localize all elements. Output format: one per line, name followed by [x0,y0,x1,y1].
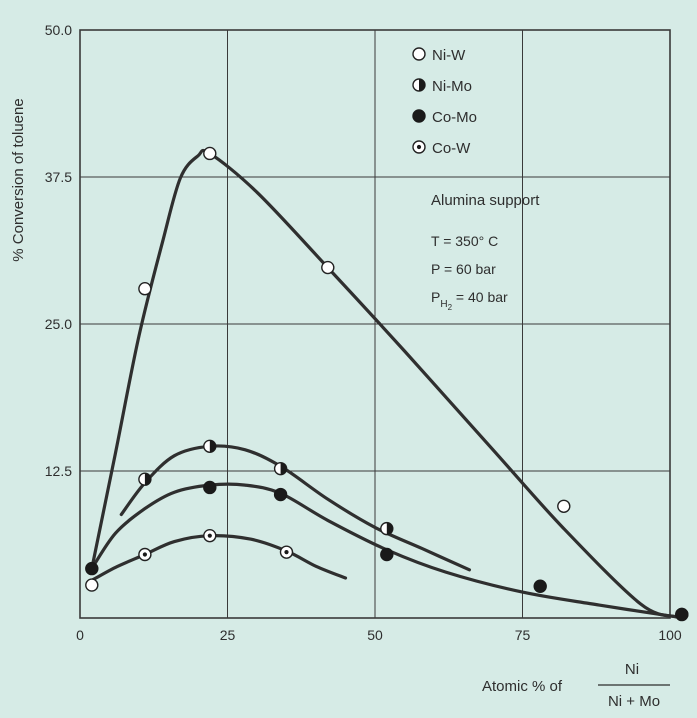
marker-shape [203,480,217,495]
marker-shape [85,578,99,592]
data-point [138,472,152,486]
conditions-box: Alumina support T = 350° C P = 60 bar PH… [431,192,540,312]
marker-shape [675,607,689,622]
h2-pressure-sub: H [440,299,447,310]
data-point [380,547,394,562]
legend: Ni-W Ni-Mo Co-Mo Co-W [412,47,477,157]
x-axis-title-text: Atomic % of [482,678,563,695]
legend-marker [412,109,426,123]
marker-fill [209,440,216,453]
marker-fill [280,462,287,475]
marker-fill [386,522,393,535]
curves [90,148,678,619]
data-point [203,146,217,161]
marker-dot [284,550,289,555]
legend-label: Ni-W [432,47,466,64]
legend-label: Co-Mo [432,109,477,126]
marker-shape [321,260,335,275]
points [85,146,689,622]
x-tick-label: 50 [367,627,383,643]
marker-shape [533,579,547,593]
data-point [273,461,288,476]
legend-label: Co-W [432,140,471,157]
data-point [533,579,547,593]
x-tick-label: 100 [658,627,682,643]
marker-fill [419,79,425,91]
data-point [321,260,335,275]
x-axis-fraction-denominator: Ni + Mo [608,693,660,710]
data-point [675,607,689,622]
y-tick-label: 50.0 [45,22,72,38]
grid [79,29,671,619]
x-tick-label: 25 [220,627,236,643]
support-label: Alumina support [431,192,540,209]
series-curve [119,444,471,572]
legend-label: Ni-Mo [432,78,472,95]
data-point [279,545,294,559]
x-tick-label: 0 [76,627,84,643]
data-point [380,521,394,536]
marker-shape [412,109,426,123]
h2-pressure-prefix: P [431,289,440,305]
marker-dot [142,552,147,557]
tick-labels: 0 25 50 75 100 12.5 25.0 37.5 50.0 [45,22,682,643]
h2-pressure-label: PH2 = 40 bar [431,289,508,312]
x-axis-title: Atomic % of Ni Ni + Mo [482,661,670,710]
marker-shape [557,499,571,513]
temperature-label: T = 350° C [431,233,498,249]
marker-shape [273,487,288,502]
x-axis-fraction-numerator: Ni [625,661,639,678]
y-axis-title: % Conversion of toluene [10,98,27,261]
marker-dot [207,533,212,538]
legend-marker [412,47,426,61]
data-point [273,487,288,502]
marker-shape [203,146,217,161]
data-point [203,480,217,495]
y-tick-label: 25.0 [45,316,72,332]
y-tick-label: 37.5 [45,169,72,185]
h2-pressure-subsub: 2 [448,303,453,312]
legend-marker [412,140,426,154]
data-point [203,439,217,454]
series-curve [90,148,678,619]
h2-pressure-value: = 40 bar [452,289,508,305]
data-point [138,282,152,296]
marker-shape [138,282,152,296]
marker-shape [380,547,394,562]
data-point [85,578,99,592]
marker-shape [412,47,426,61]
data-point [85,561,99,576]
marker-shape [85,561,99,576]
marker-dot [416,144,422,150]
x-tick-label: 75 [515,627,531,643]
pressure-label: P = 60 bar [431,261,496,277]
data-point [138,547,152,562]
marker-fill [144,473,151,486]
data-point [557,499,571,513]
legend-marker [412,78,426,92]
y-tick-label: 12.5 [45,463,72,479]
data-point [203,528,217,543]
series-curve [90,534,348,582]
